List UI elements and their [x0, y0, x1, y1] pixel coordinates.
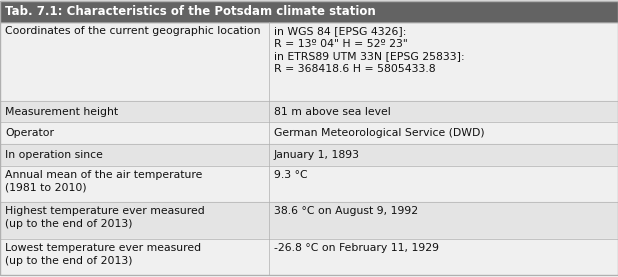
Bar — [0, 238, 618, 275]
Text: -26.8 °C on February 11, 1929: -26.8 °C on February 11, 1929 — [274, 243, 439, 253]
Text: 38.6 °C on August 9, 1992: 38.6 °C on August 9, 1992 — [274, 206, 418, 216]
Text: Annual mean of the air temperature
(1981 to 2010): Annual mean of the air temperature (1981… — [5, 170, 202, 193]
Bar — [0, 1, 618, 22]
Text: Tab. 7.1: Characteristics of the Potsdam climate station: Tab. 7.1: Characteristics of the Potsdam… — [5, 5, 376, 18]
Bar — [0, 202, 618, 238]
Text: 81 m above sea level: 81 m above sea level — [274, 107, 391, 117]
Text: German Meteorological Service (DWD): German Meteorological Service (DWD) — [274, 128, 485, 138]
Text: in WGS 84 [EPSG 4326]:
R = 13º 04" H = 52º 23"
in ETRS89 UTM 33N [EPSG 25833]:
R: in WGS 84 [EPSG 4326]: R = 13º 04" H = 5… — [274, 26, 465, 74]
Text: Highest temperature ever measured
(up to the end of 2013): Highest temperature ever measured (up to… — [5, 206, 205, 229]
Text: Measurement height: Measurement height — [5, 107, 118, 117]
Bar — [0, 22, 618, 101]
Text: January 1, 1893: January 1, 1893 — [274, 150, 360, 160]
Text: Coordinates of the current geographic location: Coordinates of the current geographic lo… — [5, 26, 261, 36]
Text: In operation since: In operation since — [5, 150, 103, 160]
Text: 9.3 °C: 9.3 °C — [274, 170, 308, 180]
Text: Lowest temperature ever measured
(up to the end of 2013): Lowest temperature ever measured (up to … — [5, 243, 201, 266]
Bar — [0, 101, 618, 122]
Bar — [0, 166, 618, 202]
Bar — [0, 144, 618, 166]
Bar — [0, 122, 618, 144]
Text: Operator: Operator — [5, 128, 54, 138]
